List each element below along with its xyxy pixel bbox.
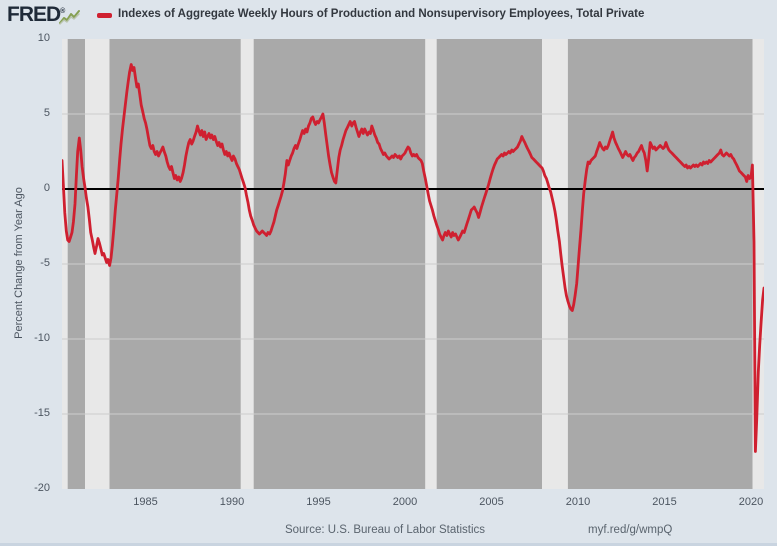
chart-canvas <box>62 39 764 489</box>
sparkline-icon <box>59 10 80 25</box>
source-attribution: Source: U.S. Bureau of Labor Statistics <box>284 524 486 536</box>
x-tick-label: 1990 <box>219 496 245 508</box>
permalink-short-url[interactable]: myf.red/g/wmpQ <box>588 524 673 536</box>
widget-bottom-border <box>0 543 777 546</box>
registered-trademark: ® <box>60 8 66 15</box>
x-tick-label: 2015 <box>652 496 677 508</box>
chart-header: FRED® Indexes of Aggregate Weekly Hours … <box>0 0 777 32</box>
y-tick-label: -20 <box>34 482 50 494</box>
fred-logo[interactable]: FRED® <box>7 3 65 27</box>
y-tick-label: -15 <box>34 407 50 419</box>
x-tick-label: 1995 <box>306 496 331 508</box>
y-axis-tick-labels: 10 5 0 -5 -10 -15 -20 <box>0 32 56 494</box>
legend-line-marker <box>97 13 112 18</box>
y-tick-label: 0 <box>43 182 50 194</box>
y-tick-label: -10 <box>34 332 50 344</box>
x-tick-label: 2010 <box>565 496 591 508</box>
x-tick-label: 2000 <box>392 496 418 508</box>
y-tick-label: 5 <box>43 107 50 119</box>
x-axis-tick-labels: 1985 1990 1995 2000 2005 2010 2015 2020 <box>62 496 764 510</box>
y-tick-label: -5 <box>40 257 50 269</box>
x-tick-label: 2020 <box>738 496 764 508</box>
x-tick-label: 2005 <box>479 496 504 508</box>
fred-logo-text: FRED <box>7 3 61 26</box>
x-tick-label: 1985 <box>133 496 158 508</box>
plot-area <box>62 39 764 489</box>
data-series-line <box>62 63 764 453</box>
legend-series-label: Indexes of Aggregate Weekly Hours of Pro… <box>118 8 645 20</box>
y-tick-label: 10 <box>37 32 50 44</box>
